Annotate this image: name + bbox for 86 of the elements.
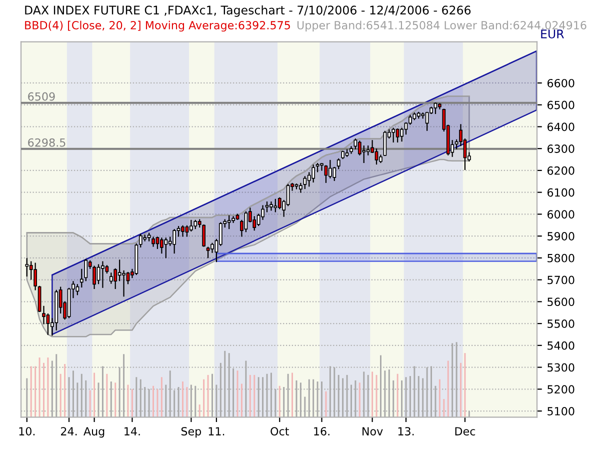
candlestick: [164, 237, 168, 259]
candlestick: [312, 164, 316, 184]
candlestick: [358, 140, 362, 156]
candlestick: [92, 265, 96, 290]
x-tick-label: Aug: [84, 427, 104, 438]
y-tick-label: 6100: [548, 188, 574, 197]
x-tick-label: 11.: [208, 427, 224, 436]
candlestick: [244, 210, 248, 233]
candlestick: [172, 228, 176, 254]
x-tick-label: 13.: [398, 427, 414, 436]
candlestick: [303, 176, 307, 190]
candlestick: [126, 271, 130, 285]
candlestick: [84, 258, 88, 282]
candlestick: [299, 182, 302, 194]
candlestick: [160, 237, 164, 254]
y-tick-label: 6300: [548, 144, 574, 153]
y-tick-label: 5700: [548, 276, 574, 284]
y-tick-label: 6400: [548, 122, 574, 132]
candlestick: [366, 144, 370, 156]
y-tick-label: 6000: [548, 210, 574, 219]
candlestick: [34, 262, 38, 291]
candlestick: [265, 200, 269, 213]
chart-title: DAX INDEX FUTURE C1 ,FDAXc1, Tageschart - 7/10/2006 - 12/4/2006 - 6266: [25, 5, 471, 17]
candlestick: [392, 127, 396, 144]
y-tick-label: 6600: [548, 78, 574, 88]
candlestick: [42, 305, 46, 325]
y-tick-label: 5900: [548, 232, 574, 240]
candlestick: [206, 246, 210, 259]
candlestick: [383, 130, 387, 157]
candlestick: [25, 258, 29, 278]
candlestick: [336, 158, 340, 170]
candlestick: [114, 268, 118, 290]
candlestick: [274, 198, 278, 213]
candlestick: [286, 183, 290, 207]
x-tick-label: Sep: [181, 427, 202, 438]
candlestick: [122, 270, 126, 298]
ref-line-label: 6509: [28, 92, 55, 101]
y-tick-label: 5800: [548, 254, 574, 262]
candlestick: [400, 127, 404, 142]
candlestick: [152, 236, 155, 248]
candlestick: [316, 162, 320, 173]
y-tick-label: 5500: [548, 320, 574, 328]
x-tick-label: 14.: [124, 427, 140, 436]
candlestick: [202, 224, 206, 248]
candlestick: [374, 148, 378, 166]
candlestick: [185, 224, 189, 238]
candlestick: [118, 259, 122, 282]
candlestick: [46, 312, 50, 336]
candlestick: [362, 144, 366, 164]
candlestick: [328, 159, 332, 179]
candlestick: [324, 164, 328, 184]
y-tick-label: 5300: [548, 363, 574, 372]
candlestick: [408, 114, 412, 126]
candlestick: [80, 268, 84, 288]
candlestick: [396, 128, 400, 144]
candlestick: [354, 138, 358, 150]
candlestick: [189, 219, 193, 232]
candlestick: [278, 196, 282, 210]
x-tick-label: Nov: [362, 427, 383, 436]
text: EUR: [541, 30, 564, 38]
candlestick: [194, 219, 198, 230]
x-tick-label: 16.: [314, 427, 330, 436]
x-tick-label: Oct: [270, 427, 289, 436]
candlestick: [76, 284, 80, 296]
candlestick: [181, 224, 184, 238]
ref-line-label: 6298.5: [28, 138, 66, 147]
chart-subtitle: BBD(4) [Close, 20, 2] Moving Average:6392.575: [25, 20, 290, 32]
candlestick: [425, 111, 429, 132]
candlestick: [227, 214, 231, 230]
candlestick: [210, 242, 214, 254]
y-tick-label: 5200: [548, 385, 574, 394]
y-tick-label: 5100: [548, 407, 574, 416]
y-tick-label: 6500: [548, 100, 574, 110]
candlestick: [270, 200, 273, 212]
x-tick-label: Dec: [455, 427, 476, 436]
y-tick-label: 6200: [548, 166, 574, 175]
candlestick: [434, 102, 438, 115]
x-tick-label: 10.: [19, 427, 35, 436]
candlestick: [320, 162, 324, 172]
candlestick: [101, 260, 104, 288]
candlestick: [332, 166, 336, 182]
candlestick: [109, 272, 113, 284]
y-tick-label: 5400: [548, 341, 574, 350]
x-tick-label: 24.: [61, 427, 77, 436]
candlestick: [156, 236, 160, 250]
y-tick-label: 5600: [548, 298, 574, 306]
